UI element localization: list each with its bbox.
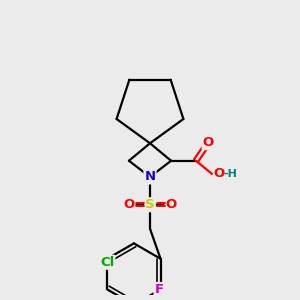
Text: F: F (154, 283, 164, 296)
Text: O: O (165, 198, 177, 211)
Text: =: = (154, 197, 166, 212)
Text: Cl: Cl (100, 256, 114, 269)
Text: =: = (134, 197, 146, 212)
Text: N: N (144, 170, 156, 183)
Text: O: O (123, 198, 135, 211)
Text: O: O (202, 136, 214, 149)
Text: S: S (145, 198, 155, 211)
Text: O: O (214, 167, 225, 180)
Text: -H: -H (223, 169, 237, 179)
